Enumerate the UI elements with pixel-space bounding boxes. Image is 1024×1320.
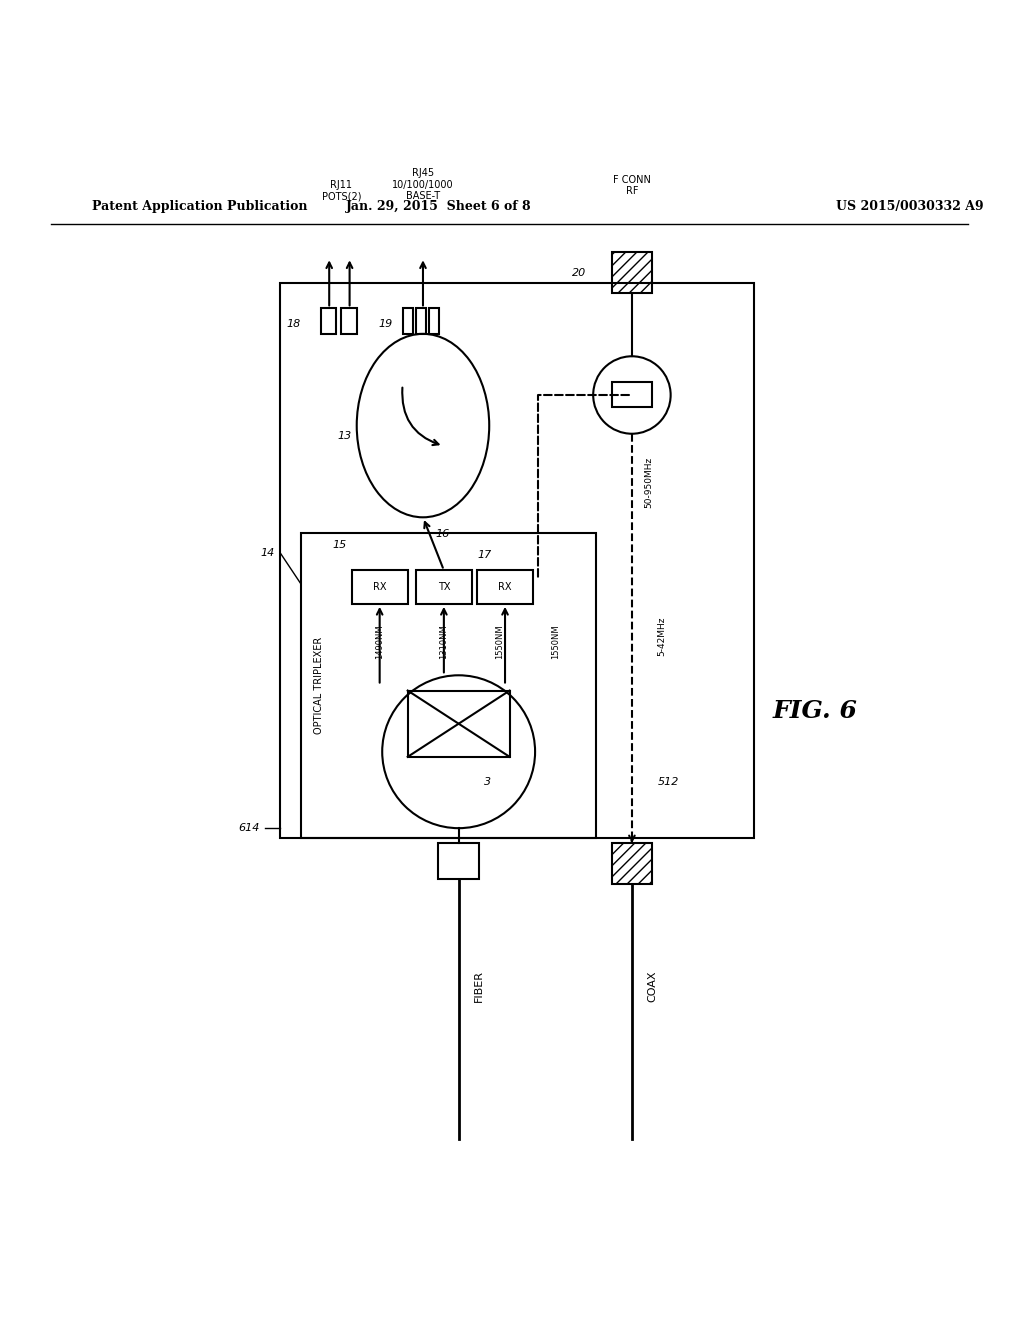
Text: 1550NM: 1550NM (551, 624, 560, 659)
Text: RJ45
10/100/1000
BASE-T: RJ45 10/100/1000 BASE-T (392, 168, 454, 202)
Bar (611, 843, 652, 884)
Text: 1550NM: 1550NM (496, 624, 505, 659)
Text: OPTICAL TRIPLEXER: OPTICAL TRIPLEXER (314, 636, 324, 734)
Text: 19: 19 (378, 318, 392, 329)
Text: 16: 16 (435, 528, 450, 539)
Text: 20: 20 (571, 268, 586, 277)
Bar (429, 309, 439, 334)
Text: RJ11
POTS(2): RJ11 POTS(2) (322, 180, 361, 202)
Text: 13: 13 (337, 430, 351, 441)
Bar (477, 570, 534, 605)
Text: 1490NM: 1490NM (375, 624, 384, 659)
Text: 3: 3 (484, 777, 492, 787)
Text: Patent Application Publication: Patent Application Publication (92, 199, 307, 213)
Text: 50-950MHz: 50-950MHz (644, 457, 653, 508)
Bar (351, 570, 408, 605)
Text: 14: 14 (261, 548, 275, 558)
Text: 5-42MHz: 5-42MHz (657, 616, 667, 656)
Bar (416, 309, 426, 334)
Text: RX: RX (373, 582, 386, 593)
Bar (438, 843, 479, 879)
Text: TX: TX (437, 582, 451, 593)
Bar (301, 532, 596, 838)
Text: F CONN
RF: F CONN RF (613, 174, 651, 197)
Bar (611, 381, 652, 408)
Bar (408, 690, 510, 756)
Bar (341, 309, 356, 334)
Text: Jan. 29, 2015  Sheet 6 of 8: Jan. 29, 2015 Sheet 6 of 8 (345, 199, 531, 213)
Text: US 2015/0030332 A9: US 2015/0030332 A9 (836, 199, 983, 213)
Text: 614: 614 (239, 824, 260, 833)
Bar (611, 252, 652, 293)
Text: RX: RX (499, 582, 512, 593)
Text: FIBER: FIBER (474, 970, 484, 1002)
Text: COAX: COAX (647, 970, 657, 1002)
Text: 17: 17 (477, 550, 492, 560)
Text: 15: 15 (332, 540, 346, 550)
Bar (281, 282, 755, 838)
Bar (322, 309, 336, 334)
Text: 1310NM: 1310NM (439, 624, 449, 659)
Text: 18: 18 (287, 318, 301, 329)
Text: 512: 512 (657, 777, 679, 787)
Text: FIG. 6: FIG. 6 (773, 700, 858, 723)
Bar (402, 309, 413, 334)
Bar (416, 570, 472, 605)
